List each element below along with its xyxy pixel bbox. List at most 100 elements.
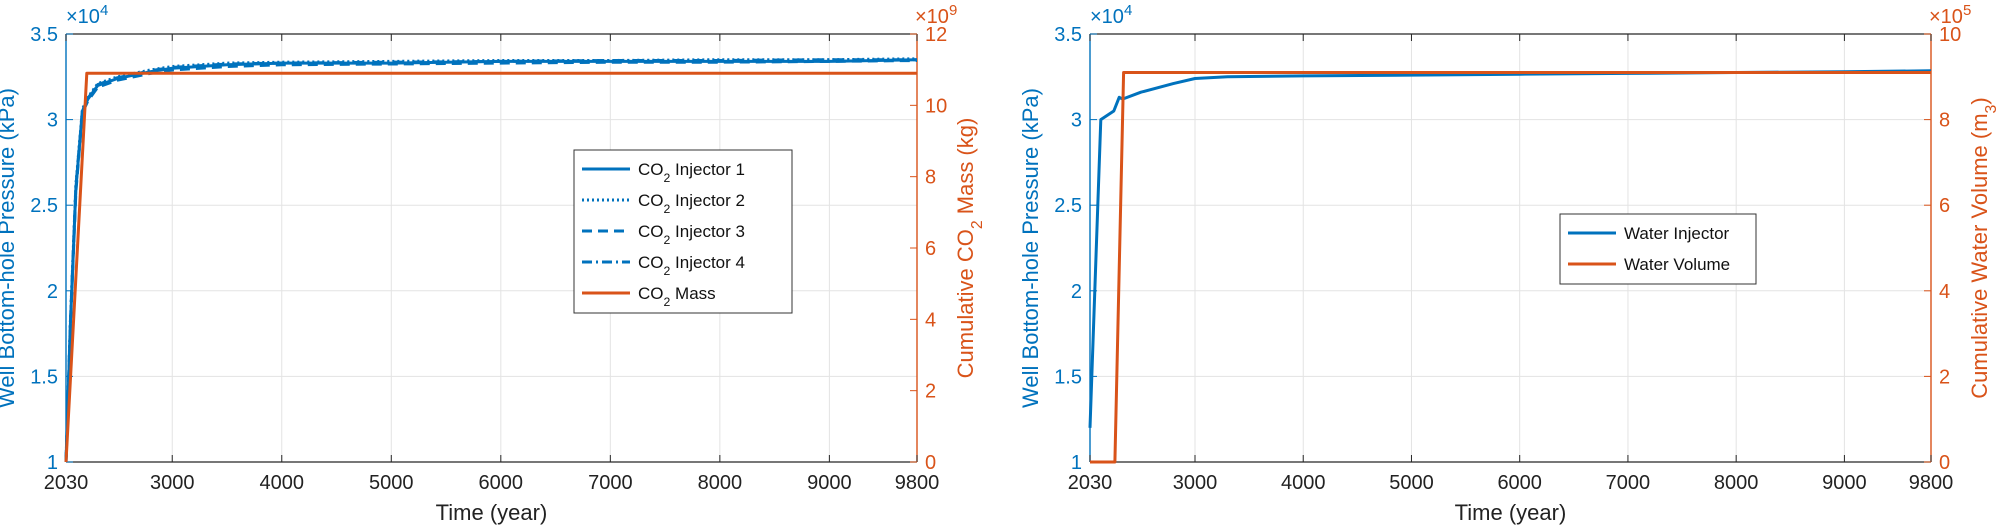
right-axis-label-part: Mass (kg) — [953, 118, 978, 221]
right-chart: 2030 3000 4000 5000 6000 7000 8000 9000 9800 Time… — [1018, 2, 2000, 526]
left-tick-label: 2 — [47, 281, 58, 303]
legend-label-part: 2 — [664, 295, 671, 309]
left-exponent-power: 4 — [1124, 2, 1132, 19]
legend-label-part: Injector 3 — [670, 222, 745, 241]
right-axis-label: Cumulative CO2 Mass (kg) — [953, 118, 986, 379]
x-axis-label: Time (year) — [1455, 500, 1567, 525]
legend-label-part: 2 — [664, 202, 671, 216]
left-tick-label: 2.5 — [30, 195, 58, 217]
x-tick-label: 9800 — [895, 472, 940, 494]
legend-label-part: Water Volume — [1624, 255, 1730, 274]
left-exponent-base: ×10 — [66, 6, 100, 28]
right-tick-label: 6 — [1939, 195, 1950, 217]
x-tick-label: 9000 — [1822, 472, 1867, 494]
right-tick-label: 2 — [1939, 366, 1950, 388]
left-exponent-power: 4 — [100, 2, 108, 19]
left-tick-label: 3.5 — [30, 24, 58, 46]
x-tick-label: 5000 — [1389, 472, 1434, 494]
right-tick-label: 10 — [1939, 24, 1961, 46]
legend-label-part: Injector 2 — [670, 191, 745, 210]
left-tick-label: 3 — [47, 110, 58, 132]
right-tick-label: 0 — [1939, 452, 1950, 474]
left-tick-label: 3 — [1071, 110, 1082, 132]
left-exponent-base: ×10 — [1090, 6, 1124, 28]
legend-label: CO2 Injector 2 — [638, 191, 745, 216]
right-tick-label: 4 — [925, 309, 936, 331]
legend-label: CO2 Mass — [638, 284, 716, 309]
left-tick-label: 1 — [47, 452, 58, 474]
legend-label-part: Injector 1 — [670, 160, 745, 179]
left-exponent: ×104 — [66, 2, 108, 29]
legend-label-part: CO — [638, 191, 664, 210]
x-tick-label: 4000 — [1281, 472, 1326, 494]
legend-label-part: CO — [638, 222, 664, 241]
left-tick-label: 2 — [1071, 281, 1082, 303]
right-axis-label-part: ) — [1967, 97, 1992, 104]
x-tick-label: 9000 — [807, 472, 852, 494]
right-tick-label: 12 — [925, 24, 947, 46]
series-line-water-volume — [1090, 71, 1931, 464]
right-tick-label: 8 — [925, 167, 936, 189]
right-exponent-base: ×10 — [915, 6, 949, 28]
x-tick-label: 3000 — [1173, 472, 1218, 494]
legend-label: Water Volume — [1624, 255, 1730, 274]
x-tick-label: 7000 — [1606, 472, 1651, 494]
legend-label-part: Water Injector — [1624, 224, 1730, 243]
legend-label: CO2 Injector 1 — [638, 160, 745, 185]
legend-label-part: Mass — [670, 284, 715, 303]
legend-box — [573, 149, 793, 314]
x-tick-label: 6000 — [1497, 472, 1542, 494]
right-exponent: ×105 — [1929, 2, 1971, 29]
right-tick-label: 8 — [1939, 110, 1950, 132]
right-tick-label: 4 — [1939, 281, 1950, 303]
right-tick-label: 0 — [925, 452, 936, 474]
left-chart: 2030 3000 4000 5000 6000 7000 8000 9000 9800 Time… — [0, 2, 986, 526]
left-axis-label: Well Bottom-hole Pressure (kPa) — [0, 88, 19, 408]
x-tick-label: 2030 — [44, 472, 89, 494]
right-exponent-power: 5 — [1963, 2, 1971, 19]
legend-label: Water Injector — [1624, 224, 1730, 243]
legend-label-part: CO — [638, 284, 664, 303]
legend-label-part: 2 — [664, 264, 671, 278]
right-exponent-base: ×10 — [1929, 6, 1963, 28]
legend-label-part: 2 — [664, 233, 671, 247]
right-exponent-power: 9 — [949, 2, 957, 19]
series-line-co2-injector-4 — [64, 58, 917, 463]
legend-box — [1559, 213, 1757, 285]
x-tick-label: 6000 — [479, 472, 524, 494]
x-tick-label: 3000 — [150, 472, 195, 494]
series-group — [64, 57, 918, 463]
legend-label-part: Injector 4 — [670, 253, 745, 272]
left-exponent: ×104 — [1090, 2, 1132, 29]
left-tick-label: 1.5 — [30, 366, 58, 388]
right-axis-label-part: 2 — [969, 220, 986, 229]
series-group — [1088, 69, 1932, 464]
left-axis-label: Well Bottom-hole Pressure (kPa) — [1018, 88, 1043, 408]
right-axis-label-part: Cumulative Water Volume (m — [1967, 113, 1992, 398]
right-tick-label: 6 — [925, 238, 936, 260]
right-tick-label: 10 — [925, 95, 947, 117]
left-tick-label: 1 — [1071, 452, 1082, 474]
x-tick-label: 9800 — [1909, 472, 1954, 494]
left-tick-label: 3.5 — [1054, 24, 1082, 46]
series-line-co2-mass — [64, 71, 917, 463]
legend-label: CO2 Injector 4 — [638, 253, 745, 278]
right-axis-label-part: 3 — [1983, 104, 2000, 113]
legend-label: CO2 Injector 3 — [638, 222, 745, 247]
x-tick-label: 4000 — [260, 472, 305, 494]
x-axis-label: Time (year) — [436, 500, 548, 525]
left-tick-label: 1.5 — [1054, 366, 1082, 388]
x-tick-label: 5000 — [369, 472, 414, 494]
right-exponent: ×109 — [915, 2, 957, 29]
legend-label-part: 2 — [664, 171, 671, 185]
right-tick-label: 2 — [925, 381, 936, 403]
right-axis-label: Cumulative Water Volume (m3) — [1967, 97, 2000, 398]
right-axis-label-part: Cumulative CO — [953, 229, 978, 378]
x-tick-label: 8000 — [1714, 472, 1759, 494]
legend-label-part: CO — [638, 253, 664, 272]
x-tick-label: 8000 — [698, 472, 743, 494]
x-tick-label: 2030 — [1068, 472, 1113, 494]
series-line-water-injector — [1088, 69, 1932, 428]
legend-label-part: CO — [638, 160, 664, 179]
